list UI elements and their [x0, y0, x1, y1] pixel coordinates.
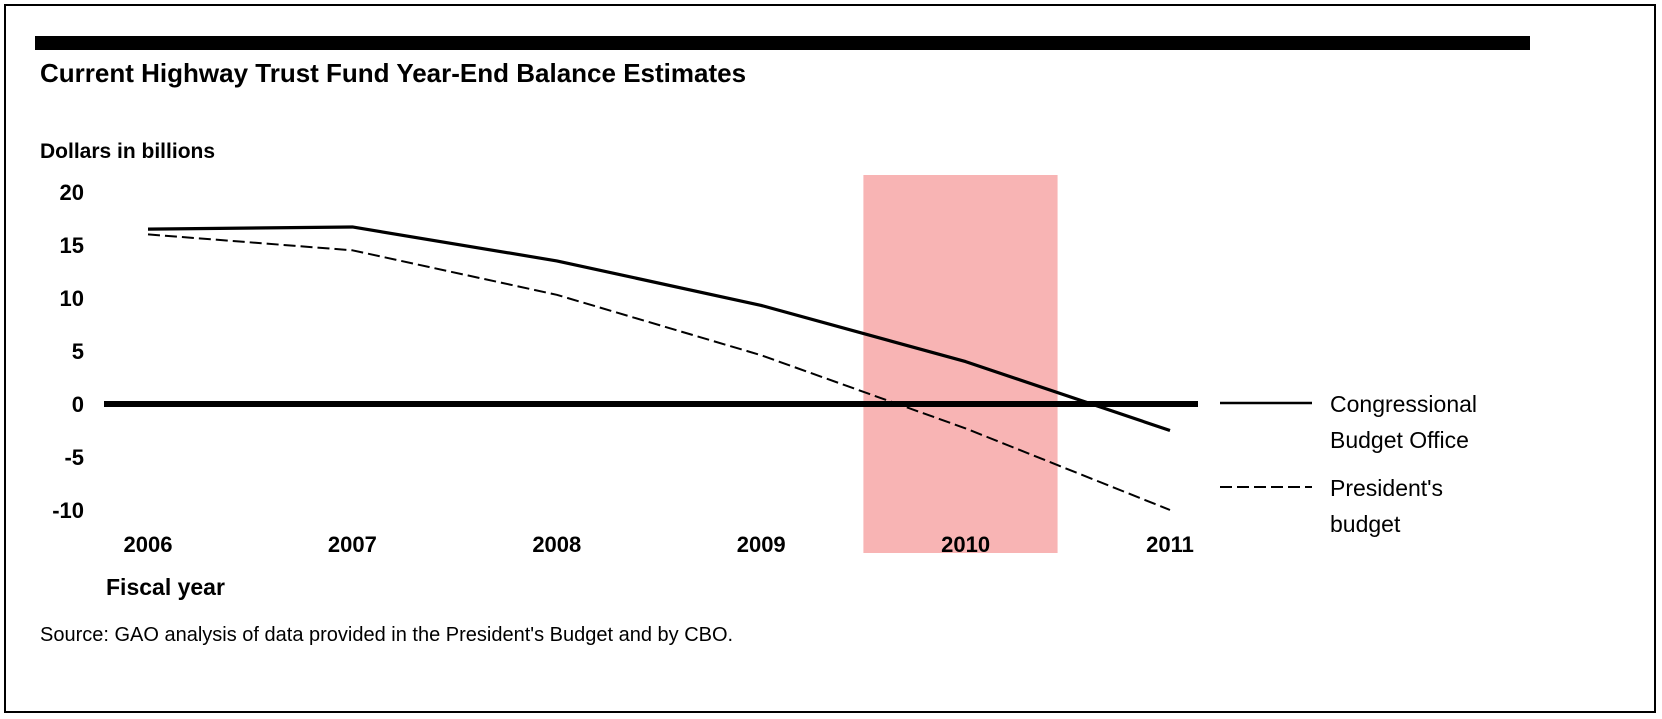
y-tick-label: 20 [60, 180, 84, 205]
legend-label: budget [1330, 511, 1401, 537]
series-line-presidents-budget [147, 233, 1171, 511]
source-note: Source: GAO analysis of data provided in… [40, 624, 734, 646]
y-tick-label: -10 [52, 498, 84, 523]
x-tick-label: 2009 [737, 532, 786, 557]
legend-label: Budget Office [1330, 427, 1469, 453]
highlight-band [863, 175, 1058, 553]
legend-label: President's [1330, 475, 1443, 501]
y-tick-label: 5 [72, 339, 84, 364]
chart-title: Current Highway Trust Fund Year-End Bala… [40, 58, 747, 88]
y-tick-label: 10 [60, 286, 84, 311]
figure-frame [4, 4, 1656, 713]
header-rule [35, 36, 1530, 50]
y-tick-label: -5 [64, 445, 84, 470]
x-axis-label: Fiscal year [106, 574, 225, 600]
x-tick-label: 2010 [941, 532, 990, 557]
x-tick-label: 2007 [328, 532, 377, 557]
x-tick-label: 2008 [532, 532, 581, 557]
x-tick-label: 2006 [124, 532, 173, 557]
y-axis-label: Dollars in billions [40, 140, 216, 163]
legend-label: Congressional [1330, 391, 1477, 417]
y-tick-label: 0 [72, 392, 84, 417]
series-line-cbo [147, 225, 1171, 433]
x-tick-label: 2011 [1146, 532, 1194, 557]
y-tick-label: 15 [60, 233, 84, 258]
